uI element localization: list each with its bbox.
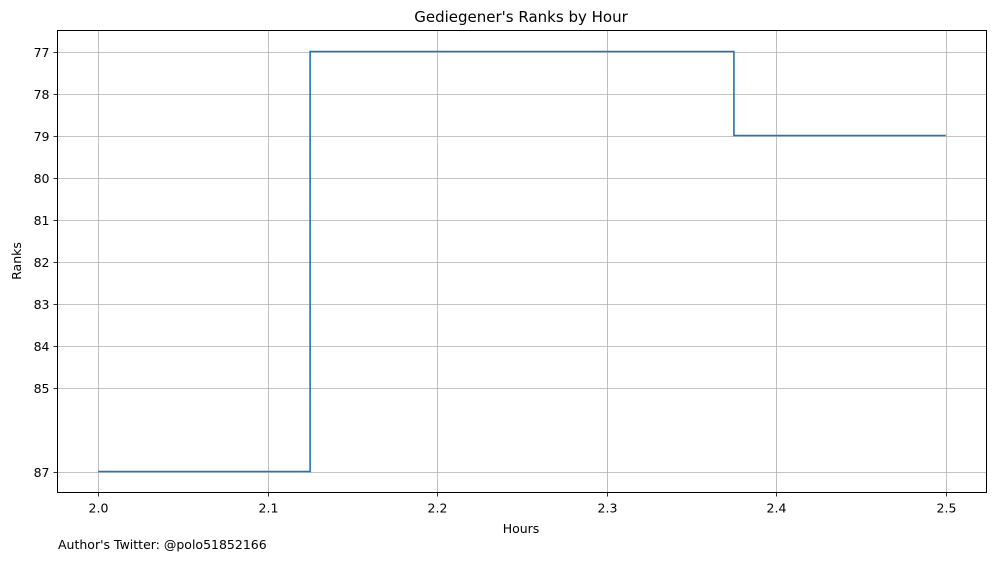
chart-title: Gediegener's Ranks by Hour [414, 8, 628, 26]
y-tick-label: 85 [34, 381, 50, 396]
series-layer [98, 50, 946, 473]
x-tick-label: 2.3 [598, 501, 618, 516]
y-tick-label: 82 [34, 255, 50, 270]
series-line-ranks [98, 50, 946, 473]
axis-ticks: 2.0 2.1 2.2 2.3 2.4 2.5 77 78 79 80 81 82 83 84 85 87 [34, 45, 957, 516]
grid-lines [57, 30, 987, 493]
x-tick-label: 2.1 [259, 501, 279, 516]
y-tick-label: 81 [34, 213, 50, 228]
x-tick-label: 2.4 [767, 501, 787, 516]
y-tick-label: 80 [34, 171, 50, 186]
y-axis-label: Ranks [9, 242, 24, 280]
x-tick-label: 2.0 [89, 501, 109, 516]
plot-area-frame [57, 30, 987, 493]
y-tick-label: 84 [34, 339, 50, 354]
x-axis-label: Hours [503, 521, 540, 536]
x-tick-label: 2.2 [428, 501, 448, 516]
y-tick-label: 77 [34, 45, 50, 60]
y-tick-label: 78 [34, 87, 50, 102]
y-tick-label: 87 [34, 465, 50, 480]
x-tick-label: 2.5 [937, 501, 957, 516]
author-credit: Author's Twitter: @polo51852166 [58, 537, 267, 552]
y-tick-label: 79 [34, 129, 50, 144]
y-tick-label: 83 [34, 297, 50, 312]
